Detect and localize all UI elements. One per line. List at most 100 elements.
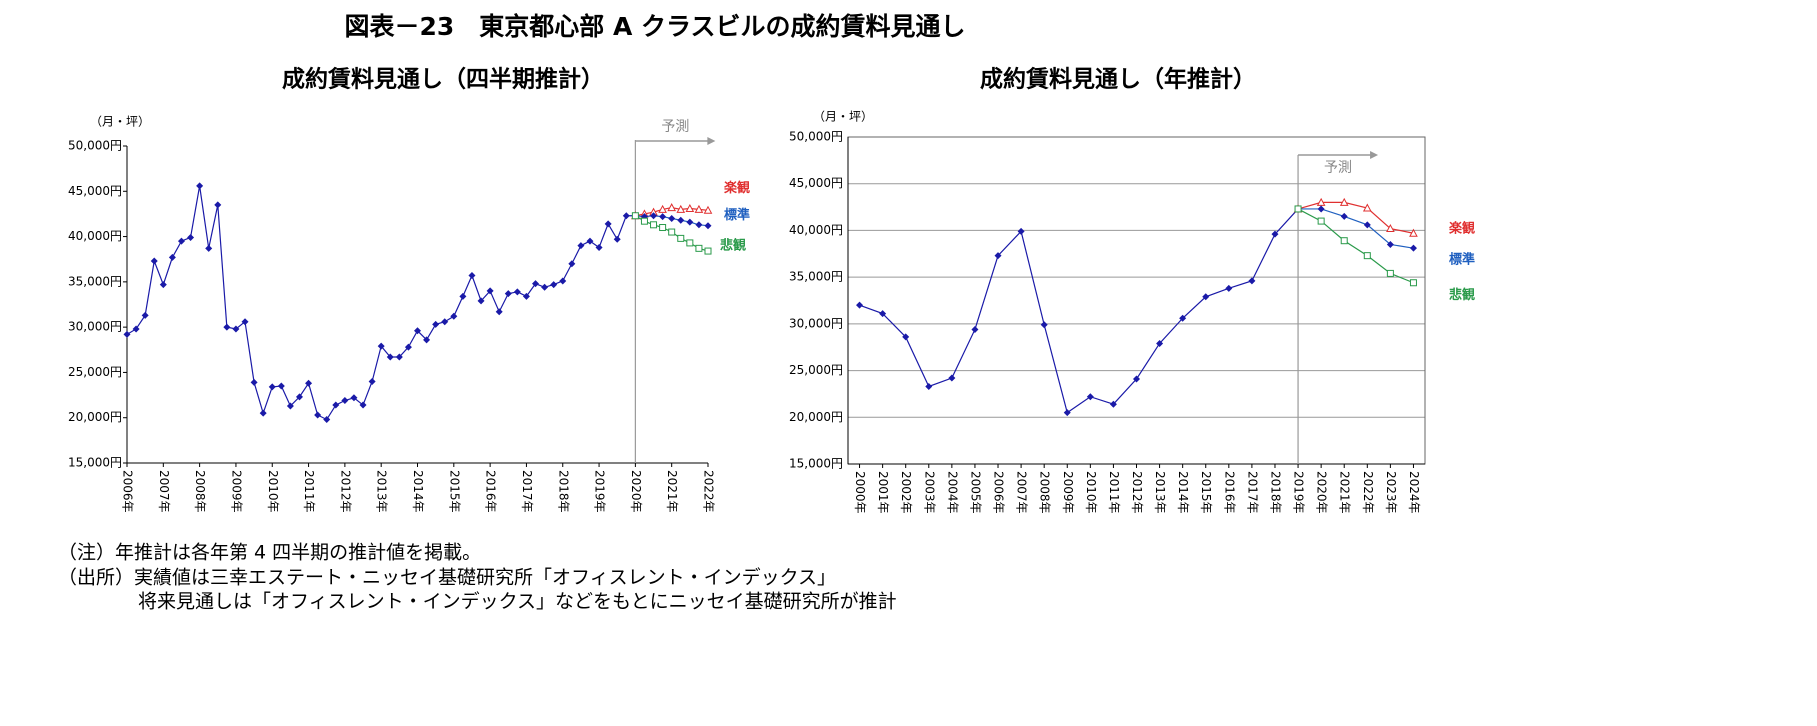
series-label: 楽観 — [1448, 221, 1475, 237]
marker — [1294, 205, 1302, 213]
marker — [123, 330, 131, 338]
x-tick-label: 2022年 — [702, 470, 716, 513]
marker — [323, 416, 331, 424]
marker — [395, 353, 403, 361]
marker — [132, 325, 140, 333]
marker — [314, 411, 322, 419]
series-label: 標準 — [1449, 252, 1475, 268]
marker — [377, 342, 385, 350]
x-tick-label: 2016年 — [484, 470, 498, 513]
marker — [686, 218, 694, 226]
marker — [259, 409, 267, 417]
marker — [486, 287, 494, 295]
marker — [1363, 252, 1371, 260]
x-tick-label: 2022年 — [1361, 471, 1375, 514]
marker — [150, 257, 158, 265]
marker — [1317, 217, 1325, 225]
series-line — [1298, 208, 1414, 249]
series-label: 楽観 — [723, 180, 750, 196]
marker — [659, 224, 667, 232]
y-tick-label: 15,000円 — [68, 456, 122, 470]
marker — [541, 283, 549, 291]
marker — [613, 235, 621, 243]
marker — [622, 212, 630, 220]
marker — [650, 221, 658, 229]
marker — [577, 242, 585, 250]
x-tick-label: 2009年 — [1061, 471, 1075, 514]
marker — [277, 382, 285, 390]
marker — [423, 336, 431, 344]
marker — [1409, 228, 1418, 237]
marker — [513, 288, 521, 296]
x-tick-label: 2019年 — [593, 470, 607, 513]
marker — [1340, 237, 1348, 245]
marker — [359, 401, 367, 409]
x-tick-label: 2011年 — [1107, 471, 1121, 514]
marker — [686, 239, 694, 247]
marker — [586, 237, 594, 245]
x-tick-label: 2011年 — [302, 470, 316, 513]
marker — [459, 292, 467, 300]
marker — [477, 297, 485, 305]
marker — [994, 252, 1002, 260]
y-tick-label: 30,000円 — [68, 320, 122, 334]
marker — [432, 320, 440, 328]
marker — [650, 212, 658, 220]
x-tick-label: 2004年 — [945, 471, 959, 514]
marker — [667, 203, 677, 212]
marker — [441, 318, 449, 326]
marker — [250, 378, 258, 386]
marker — [177, 237, 185, 245]
y-tick-label: 50,000円 — [789, 130, 843, 144]
marker — [595, 243, 603, 251]
marker — [495, 308, 503, 316]
y-tick-label: 35,000円 — [789, 270, 843, 284]
marker — [695, 244, 703, 252]
x-tick-label: 2016年 — [1222, 471, 1236, 514]
page-title: 図表－23 東京都心部 A クラスビルの成約賃料見通し — [344, 12, 965, 41]
x-tick-label: 2019年 — [1292, 471, 1306, 514]
marker — [196, 182, 204, 190]
marker — [223, 323, 231, 331]
forecast-label: 予測 — [661, 119, 689, 135]
x-tick-label: 2008年 — [193, 470, 207, 513]
marker — [1063, 409, 1071, 417]
marker — [1386, 269, 1394, 277]
y-tick-label: 20,000円 — [68, 410, 122, 424]
plot-border — [847, 136, 1426, 465]
marker — [305, 379, 313, 387]
forecast-label: 予測 — [1324, 160, 1352, 176]
marker — [1248, 277, 1256, 285]
y-unit: （月・坪） — [813, 110, 873, 124]
x-tick-label: 2010年 — [1084, 471, 1098, 514]
marker — [1386, 224, 1395, 233]
x-tick-label: 2002年 — [899, 471, 913, 514]
marker — [704, 222, 712, 230]
series-label: 標準 — [724, 207, 750, 223]
marker — [677, 216, 685, 224]
x-tick-label: 2006年 — [121, 470, 135, 513]
marker — [1040, 321, 1048, 329]
chart-title: 成約賃料見通し（年推計） — [980, 66, 1256, 93]
marker — [1339, 197, 1349, 206]
note: （注）年推計は各年第 4 四半期の推計値を掲載。 — [58, 542, 481, 564]
y-tick-label: 15,000円 — [789, 457, 843, 471]
marker — [368, 377, 376, 385]
marker — [550, 281, 558, 289]
x-tick-label: 2013年 — [1153, 471, 1167, 514]
marker — [1409, 279, 1417, 287]
x-tick-label: 2017年 — [1245, 471, 1259, 514]
marker — [1133, 375, 1140, 383]
marker — [241, 318, 249, 326]
marker — [668, 228, 676, 236]
marker — [1340, 212, 1348, 220]
marker — [1156, 339, 1164, 347]
marker — [205, 244, 213, 252]
x-tick-label: 2010年 — [266, 470, 280, 513]
marker — [341, 397, 349, 405]
note: 将来見通しは「オフィスレント・インデックス」などをもとにニッセイ基礎研究所が推計 — [138, 591, 897, 613]
marker — [1409, 244, 1417, 252]
x-tick-label: 2021年 — [665, 470, 679, 513]
marker — [676, 204, 686, 213]
marker — [704, 247, 712, 255]
